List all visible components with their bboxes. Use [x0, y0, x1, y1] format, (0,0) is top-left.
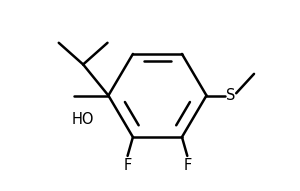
Text: F: F	[123, 158, 132, 173]
Text: F: F	[183, 158, 191, 173]
Text: S: S	[226, 88, 236, 103]
Text: HO: HO	[72, 112, 94, 127]
